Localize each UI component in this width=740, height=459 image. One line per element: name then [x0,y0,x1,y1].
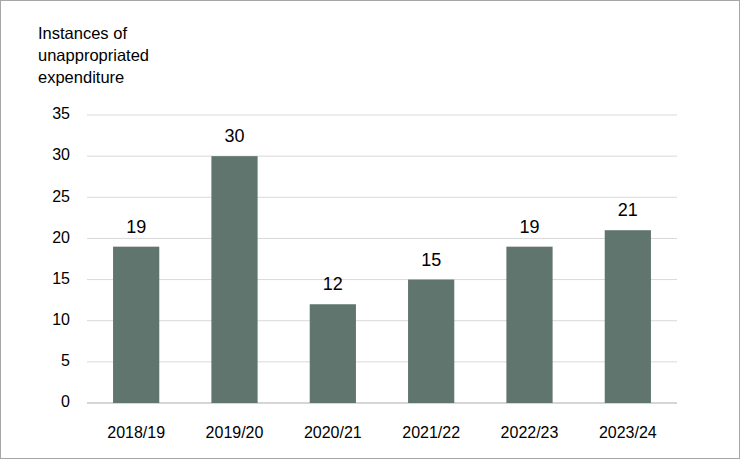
y-tick-label: 10 [52,311,70,328]
x-tick-label: 2019/20 [206,424,264,441]
grid-line [87,156,677,157]
bar [211,156,257,403]
y-tick-label: 25 [52,188,70,205]
y-axis-label: Instances of unappropriated expenditure [38,24,149,86]
grid-line [87,320,677,321]
data-label: 19 [519,217,539,237]
grid-line [87,238,677,239]
bars-group [113,156,651,403]
y-tick-label: 15 [52,270,70,287]
grid-line [87,115,677,116]
x-tick-label: 2023/24 [599,424,657,441]
x-tick-label: 2022/23 [501,424,559,441]
bar [506,247,552,403]
y-tick-label: 5 [61,352,70,369]
x-tick-label: 2020/21 [304,424,362,441]
x-tick-label: 2021/22 [402,424,460,441]
chart-container: Instances of unappropriated expenditure 0 5 1… [0,0,740,459]
y-axis-label-line: unappropriated [38,46,149,64]
y-tick-label: 20 [52,229,70,246]
y-axis-label-line: Instances of [38,24,127,42]
data-label: 19 [126,217,146,237]
y-axis-label-line: expenditure [38,68,124,86]
data-label: 21 [618,200,638,220]
chart-svg: Instances of unappropriated expenditure 0 5 1… [0,0,740,459]
y-tick-label: 35 [52,105,70,122]
data-label: 12 [323,274,343,294]
grid-line [87,361,677,362]
grid-line [87,279,677,280]
x-tick-label: 2018/19 [107,424,165,441]
bar [310,304,356,403]
data-label: 30 [224,126,244,146]
bar [408,280,454,403]
frame [1,1,740,459]
y-tick-label: 0 [61,393,70,410]
x-axis-line [87,403,677,404]
bar [605,230,651,403]
data-label: 15 [421,250,441,270]
grid-line [87,403,677,404]
bar [113,247,159,403]
grid-line [87,197,677,198]
y-tick-label: 30 [52,146,70,163]
